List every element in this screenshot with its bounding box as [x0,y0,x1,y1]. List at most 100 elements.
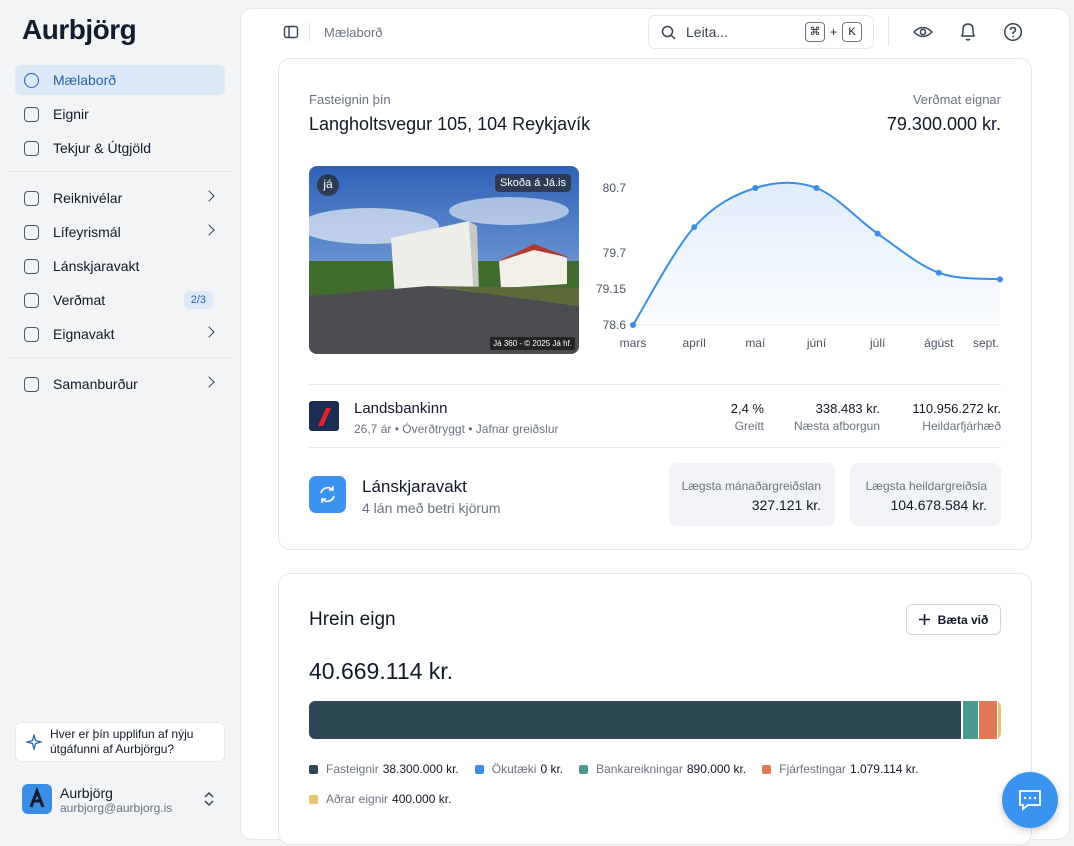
nav-item[interactable]: Eignir [15,99,225,129]
nav-label: Eignavakt [53,326,115,342]
box-value: 327.121 kr. [751,497,821,513]
legend-item: Ökutæki 0 kr. [474,761,563,777]
ja-link[interactable]: Skoða á Já.is [494,174,571,192]
nav-item[interactable]: Mælaborð [15,65,225,95]
street-view-image [309,166,579,354]
loan-watch-subtitle: 4 lán með betri kjörum [362,500,501,516]
loan-stat: 2,4 % Greitt [731,401,764,433]
nav-label: Reiknivélar [53,190,123,206]
box-label: Lægsta heildargreiðsla [865,479,987,493]
nav-item[interactable]: Lánskjaravakt [15,251,225,281]
legend-label: Aðrar eignir [326,792,389,806]
nav-item[interactable]: Tekjur & Útgjöld [15,133,225,163]
legend-value: 38.300.000 kr. [382,762,459,776]
loan-stat: 110.956.272 kr. Heildarfjárhæð [912,401,1001,433]
legend-value: 400.000 kr. [392,792,452,806]
loan-watch-box[interactable]: Lægsta mánaðargreiðslan 327.121 kr. [669,463,835,526]
notifications-button[interactable] [959,22,977,42]
nav-item[interactable]: Reiknivélar [15,183,225,213]
nav-item[interactable]: Lífeyrismál [15,217,225,247]
legend-swatch [474,764,484,774]
search-icon [661,25,676,40]
refresh-icon [320,486,335,503]
stat-label: Næsta afborgun [793,419,880,433]
chevron [203,326,215,338]
stat-label: Heildarfjárhæð [922,419,1001,433]
chat-icon [1019,790,1041,811]
net-worth-title: Hrein eign [309,609,396,630]
property-photo[interactable]: já Skoða á Já.is Já 360 - © 2025 Já hf. [309,166,579,354]
divider [888,16,889,46]
plus-icon [918,614,930,625]
chevron [203,376,215,388]
legend-label: Ökutæki [491,762,537,776]
search-placeholder: Leita... [686,24,729,40]
loan-watch-box[interactable]: Lægsta heildargreiðsla 104.678.584 kr. [850,463,1001,526]
key: K [842,22,863,42]
nav-icon [24,106,39,122]
sparkle-icon [26,734,42,750]
breadcrumb: Mælaborð [324,25,383,40]
legend-value: 1.079.114 kr. [849,762,919,776]
search-box[interactable]: Leita... ⌘ + K [648,15,874,49]
property-address: Langholtsvegur 105, 104 Reykjavík [309,114,591,134]
legend-label: Fasteignir [326,762,379,776]
user-menu-toggle[interactable] [203,791,215,807]
nav-icon [24,258,39,274]
nav-label: Eignir [53,106,89,122]
nav-label: Samanburður [53,376,138,392]
net-worth-bar [309,701,1001,739]
sidebar-toggle[interactable] [283,24,299,40]
chevron [203,190,215,202]
feedback-box[interactable]: Hver er þín upplifun af nýju útgáfunni a… [15,722,225,762]
chevron [203,224,215,236]
nav-badge: 2/3 [183,291,213,309]
divider [309,447,1001,448]
bar-segment [961,701,978,739]
add-button[interactable]: Bæta við [906,604,1001,635]
box-value: 104.678.584 kr. [890,497,987,513]
stat-value: 338.483 kr. [815,401,880,416]
add-button-label: Bæta við [937,612,989,627]
chat-button[interactable] [1002,772,1058,828]
legend-swatch [309,794,318,804]
stat-value: 110.956.272 kr. [912,401,1001,416]
photo-credit: Já 360 - © 2025 Já hf. [490,337,575,350]
property-label: Fasteignin þín [309,92,391,107]
nav-item[interactable]: Eignavakt [15,319,225,349]
visibility-toggle[interactable] [913,23,933,41]
help-button[interactable] [1003,22,1023,42]
legend-item: Aðrar eignir 400.000 kr. [309,791,451,807]
divider [309,22,310,42]
legend-item: Fjárfestingar 1.079.114 kr. [762,761,918,777]
nav-item[interactable]: Verðmat 2/3 [15,285,225,315]
loan-watch-icon [309,476,346,513]
nav-item[interactable]: Samanburður [15,369,225,399]
legend-label: Bankareikningar [596,762,683,776]
loan-stat: 338.483 kr. Næsta afborgun [794,401,880,433]
bar-segment [997,701,1001,739]
nav-label: Tekjur & Útgjöld [53,140,152,156]
stat-value: 2,4 % [730,401,764,416]
legend: Fasteignir 38.300.000 kr. Ökutæki 0 kr. Bank… [309,761,1009,807]
bar-segment [309,701,961,739]
nav-icon [24,376,39,392]
bank-logo-mark [318,408,331,426]
avatar-icon [29,786,45,808]
logo[interactable]: Aurbjörg [22,14,137,45]
stat-label: Greitt [734,419,764,433]
valuation: 79.300.000 kr. [886,114,1001,134]
nav-label: Lánskjaravakt [53,258,140,274]
key: ⌘ [805,22,825,42]
net-worth-total: 40.669.114 kr. [309,658,454,684]
bar-segment [960,701,962,739]
key-plus: + [830,25,838,39]
legend-swatch [309,764,318,774]
legend-item: Bankareikningar 890.000 kr. [579,761,746,777]
legend-swatch [762,764,772,774]
nav-icon [24,72,39,88]
nav-separator [8,357,232,358]
nav-icon [24,292,39,308]
nav-icon [24,326,39,342]
